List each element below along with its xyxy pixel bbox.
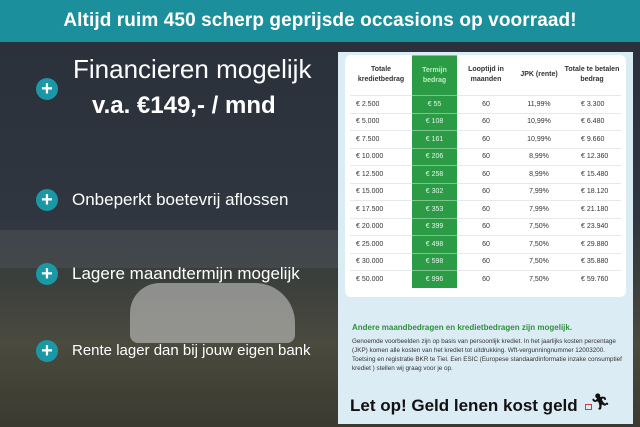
duration-cell: 60 xyxy=(457,235,515,253)
rates-table: Totale kredietbedrag Termijn bedrag Loop… xyxy=(350,55,621,288)
jpk-cell: 10,99% xyxy=(515,112,563,131)
total-cell: € 29.880 xyxy=(563,235,621,253)
term-cell: € 108 xyxy=(412,112,457,131)
jpk-cell: 7,50% xyxy=(515,235,563,253)
financing-panel: Totale kredietbedrag Termijn bedrag Loop… xyxy=(338,52,633,424)
col-duration: Looptijd in maanden xyxy=(468,66,504,84)
table-row: € 20.000 € 399 60 7,50% € 23.940 xyxy=(350,217,621,236)
duration-cell: 60 xyxy=(457,130,515,148)
term-cell: € 161 xyxy=(412,130,457,148)
credit-cell: € 20.000 xyxy=(350,217,412,236)
duration-cell: 60 xyxy=(457,112,515,131)
duration-cell: 60 xyxy=(457,252,515,271)
duration-cell: 60 xyxy=(457,200,515,218)
total-cell: € 3.300 xyxy=(563,95,621,113)
feature-financing: Financieren mogelijk xyxy=(73,54,312,84)
ball-and-chain-icon xyxy=(585,404,592,410)
term-cell: € 258 xyxy=(412,165,457,183)
jpk-cell: 7,50% xyxy=(515,270,563,288)
feature-repay: Onbeperkt boetevrij aflossen xyxy=(72,190,289,209)
term-cell: € 598 xyxy=(412,252,457,271)
col-jpk: JPK (rente) xyxy=(520,71,558,79)
term-cell: € 55 xyxy=(412,95,457,113)
duration-cell: 60 xyxy=(457,182,515,201)
feature-financing-price: v.a. €149,- / mnd xyxy=(92,92,276,119)
jpk-cell: 8,99% xyxy=(515,165,563,183)
credit-cell: € 2.500 xyxy=(350,95,412,113)
table-row: € 2.500 € 55 60 11,99% € 3.300 xyxy=(350,95,621,113)
top-banner: Altijd ruim 450 scherp geprijsde occasio… xyxy=(0,0,640,42)
total-cell: € 12.360 xyxy=(563,147,621,166)
col-total: Totale te betalen bedrag xyxy=(564,66,620,84)
table-row: € 50.000 € 996 60 7,50% € 59.760 xyxy=(350,270,621,288)
credit-cell: € 17.500 xyxy=(350,200,412,218)
table-row: € 7.500 € 161 60 10,99% € 9.660 xyxy=(350,130,621,148)
term-cell: € 353 xyxy=(412,200,457,218)
jpk-cell: 7,99% xyxy=(515,182,563,201)
feature-rate: Rente lager dan bij jouw eigen bank xyxy=(72,342,311,359)
term-cell: € 399 xyxy=(412,217,457,236)
credit-cell: € 10.000 xyxy=(350,147,412,166)
term-cell: € 206 xyxy=(412,147,457,166)
total-cell: € 23.940 xyxy=(563,217,621,236)
table-header: Totale kredietbedrag Termijn bedrag Loop… xyxy=(350,55,621,96)
rates-table-card: Totale kredietbedrag Termijn bedrag Loop… xyxy=(345,55,626,297)
term-cell: € 498 xyxy=(412,235,457,253)
jpk-cell: 11,99% xyxy=(515,95,563,113)
jpk-cell: 10,99% xyxy=(515,130,563,148)
col-credit: Totale kredietbedrag xyxy=(357,66,405,84)
jpk-cell: 7,50% xyxy=(515,217,563,236)
table-row: € 25.000 € 498 60 7,50% € 29.880 xyxy=(350,235,621,253)
running-man-icon: 🏃︎ xyxy=(590,394,611,411)
table-row: € 30.000 € 598 60 7,50% € 35.880 xyxy=(350,252,621,271)
total-cell: € 59.760 xyxy=(563,270,621,288)
feature-lower-term: Lagere maandtermijn mogelijk xyxy=(72,264,300,283)
table-row: € 12.500 € 258 60 8,99% € 15.480 xyxy=(350,165,621,183)
credit-cell: € 50.000 xyxy=(350,270,412,288)
col-term: Termijn bedrag xyxy=(412,55,457,96)
duration-cell: 60 xyxy=(457,165,515,183)
total-cell: € 9.660 xyxy=(563,130,621,148)
car-photo xyxy=(130,283,295,343)
duration-cell: 60 xyxy=(457,217,515,236)
plus-icon: + xyxy=(36,340,58,362)
duration-cell: 60 xyxy=(457,147,515,166)
total-cell: € 15.480 xyxy=(563,165,621,183)
warning-text: Let op! Geld lenen kost geld xyxy=(350,396,578,415)
jpk-cell: 8,99% xyxy=(515,147,563,166)
table-row: € 10.000 € 206 60 8,99% € 12.360 xyxy=(350,147,621,166)
table-row: € 15.000 € 302 60 7,99% € 18.120 xyxy=(350,182,621,201)
credit-cell: € 12.500 xyxy=(350,165,412,183)
credit-cell: € 25.000 xyxy=(350,235,412,253)
credit-cell: € 5.000 xyxy=(350,112,412,131)
table-row: € 17.500 € 353 60 7,99% € 21.180 xyxy=(350,200,621,218)
credit-cell: € 30.000 xyxy=(350,252,412,271)
note-title: Andere maandbedragen en kredietbedragen … xyxy=(352,323,573,332)
dealer-sign xyxy=(0,230,340,268)
credit-cell: € 7.500 xyxy=(350,130,412,148)
jpk-cell: 7,99% xyxy=(515,200,563,218)
table-row: € 5.000 € 108 60 10,99% € 6.480 xyxy=(350,112,621,131)
credit-cell: € 15.000 xyxy=(350,182,412,201)
total-cell: € 35.880 xyxy=(563,252,621,271)
total-cell: € 18.120 xyxy=(563,182,621,201)
duration-cell: 60 xyxy=(457,270,515,288)
plus-icon: + xyxy=(36,189,58,211)
term-cell: € 996 xyxy=(412,270,457,288)
jpk-cell: 7,50% xyxy=(515,252,563,271)
duration-cell: 60 xyxy=(457,95,515,113)
note-body: Genoemde voorbeelden zijn op basis van p… xyxy=(352,338,622,372)
plus-icon: + xyxy=(36,263,58,285)
total-cell: € 6.480 xyxy=(563,112,621,131)
plus-icon: + xyxy=(36,78,58,100)
term-cell: € 302 xyxy=(412,182,457,201)
total-cell: € 21.180 xyxy=(563,200,621,218)
